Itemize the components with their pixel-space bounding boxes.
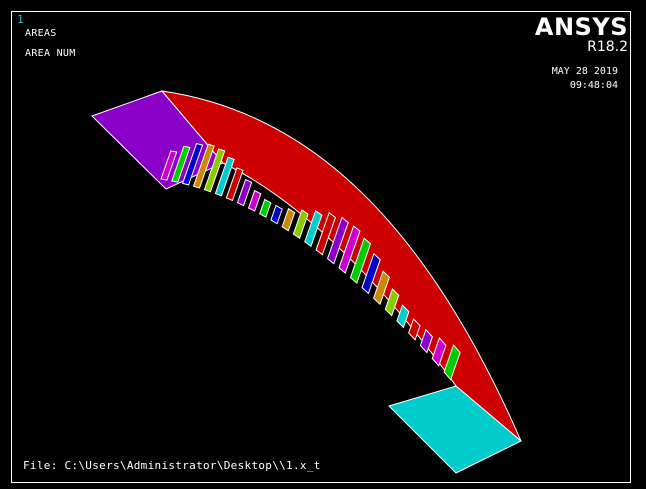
gear-tooth[interactable] bbox=[443, 343, 461, 381]
gear-tooth[interactable] bbox=[192, 143, 215, 189]
window-number: 1 bbox=[17, 13, 24, 26]
gear-tooth[interactable] bbox=[349, 237, 372, 284]
plot-date: MAY 28 2019 bbox=[551, 66, 618, 77]
gear-tooth[interactable] bbox=[259, 198, 272, 218]
gear-tooth[interactable] bbox=[160, 150, 178, 181]
plot-subtitle: AREA NUM bbox=[25, 48, 76, 59]
gear-tooth[interactable] bbox=[171, 145, 191, 183]
gear-tooth[interactable] bbox=[361, 252, 381, 295]
gear-tooth[interactable] bbox=[270, 204, 283, 225]
gear-tooth[interactable] bbox=[373, 270, 391, 306]
gear-tooth[interactable] bbox=[408, 317, 421, 341]
gear-tooth[interactable] bbox=[236, 178, 253, 207]
gear-tooth[interactable] bbox=[214, 156, 235, 197]
gear-tooth[interactable] bbox=[203, 148, 226, 193]
gear-tooth[interactable] bbox=[315, 211, 337, 256]
file-path: File: C:\Users\Administrator\Desktop\\1.… bbox=[23, 459, 321, 472]
gear-tooth[interactable] bbox=[338, 225, 361, 274]
gear-tooth[interactable] bbox=[419, 328, 434, 354]
gear-tooth[interactable] bbox=[326, 216, 349, 265]
gear-tooth[interactable] bbox=[292, 209, 309, 239]
top-face bbox=[160, 90, 522, 442]
gear-tooth[interactable] bbox=[281, 207, 296, 232]
ansys-version: R18.2 bbox=[587, 39, 628, 55]
gear-teeth bbox=[160, 142, 461, 381]
gear-tooth[interactable] bbox=[181, 142, 204, 186]
plot-time: 09:48:04 bbox=[569, 80, 618, 91]
gear-segment-model[interactable] bbox=[12, 12, 630, 482]
gear-tooth[interactable] bbox=[247, 189, 262, 212]
graphics-window[interactable]: 1 AREAS AREA NUM ANSYS R18.2 MAY 28 2019… bbox=[11, 11, 631, 483]
gear-tooth[interactable] bbox=[225, 167, 244, 202]
gear-tooth[interactable] bbox=[396, 304, 410, 329]
gear-tooth[interactable] bbox=[304, 209, 323, 247]
ansys-logo: ANSYS bbox=[534, 13, 628, 41]
end-face-right bbox=[388, 385, 522, 474]
plot-title: AREAS bbox=[25, 28, 57, 39]
gear-tooth[interactable] bbox=[384, 288, 400, 317]
gear-tooth[interactable] bbox=[431, 337, 447, 367]
